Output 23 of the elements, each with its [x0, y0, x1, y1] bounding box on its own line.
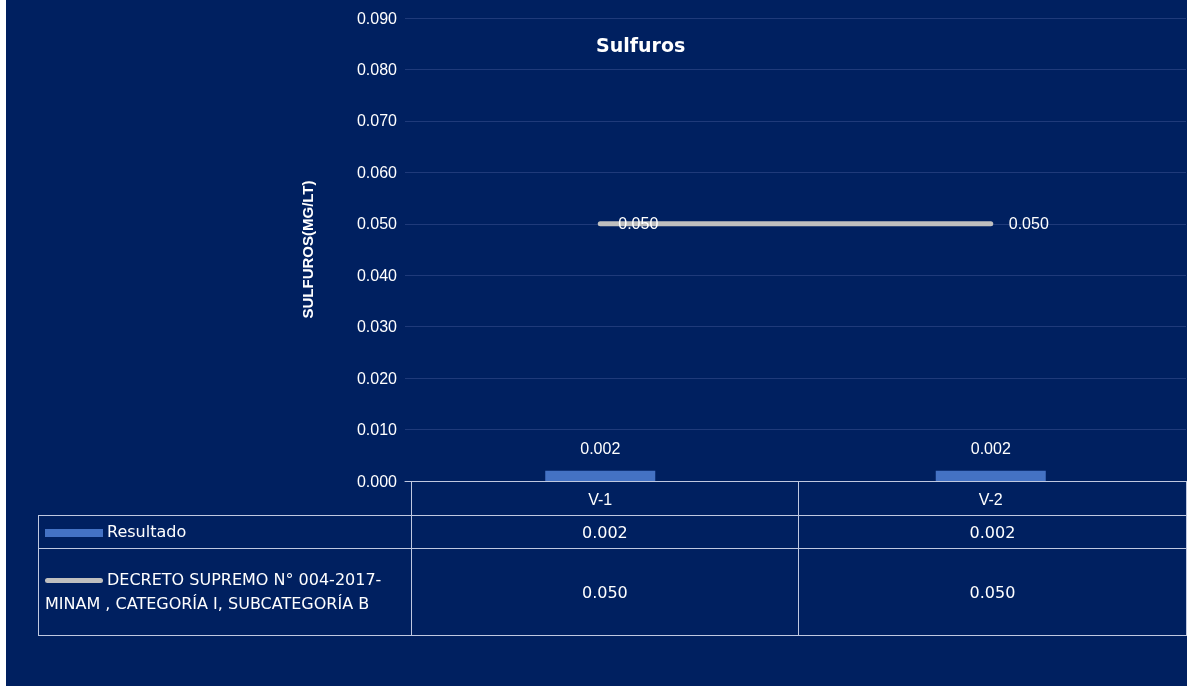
y-tick-label: 0.040 — [356, 266, 398, 284]
text: 0.002 — [970, 440, 1011, 458]
legend-label: Resultado — [107, 522, 187, 541]
y-tick-label: 0.000 — [356, 472, 398, 490]
data-label: 0.050 — [798, 548, 1187, 636]
y-axis-title: SULFUROS(MG/LT) — [299, 180, 316, 319]
y-tick-label: 0.050 — [356, 215, 398, 233]
legend-label: DECRETO SUPREMO N° 004-2017-MINAM , CATEGORÍA I, SUBCATEGORÍA B — [45, 570, 382, 613]
y-tick-label: 0.070 — [356, 112, 398, 130]
y-tick-label: 0.030 — [356, 318, 398, 336]
data-label: 0.002 — [411, 515, 799, 549]
data-label: 0.050 — [411, 548, 799, 636]
text: 0.050 — [1008, 215, 1049, 233]
y-tick-label: 0.090 — [356, 9, 398, 27]
y-tick-label: 0.080 — [356, 60, 398, 78]
data-label: 0.002 — [798, 515, 1187, 549]
text: 0.002 — [580, 440, 621, 458]
text: Sulfuros — [596, 33, 686, 56]
x-tick-label: V-2 — [978, 490, 1003, 508]
x-tick-label: V-1 — [588, 490, 613, 508]
y-tick-label: 0.020 — [356, 369, 398, 387]
y-tick-label: 0.010 — [356, 421, 398, 439]
y-tick-label: 0.060 — [356, 163, 398, 181]
